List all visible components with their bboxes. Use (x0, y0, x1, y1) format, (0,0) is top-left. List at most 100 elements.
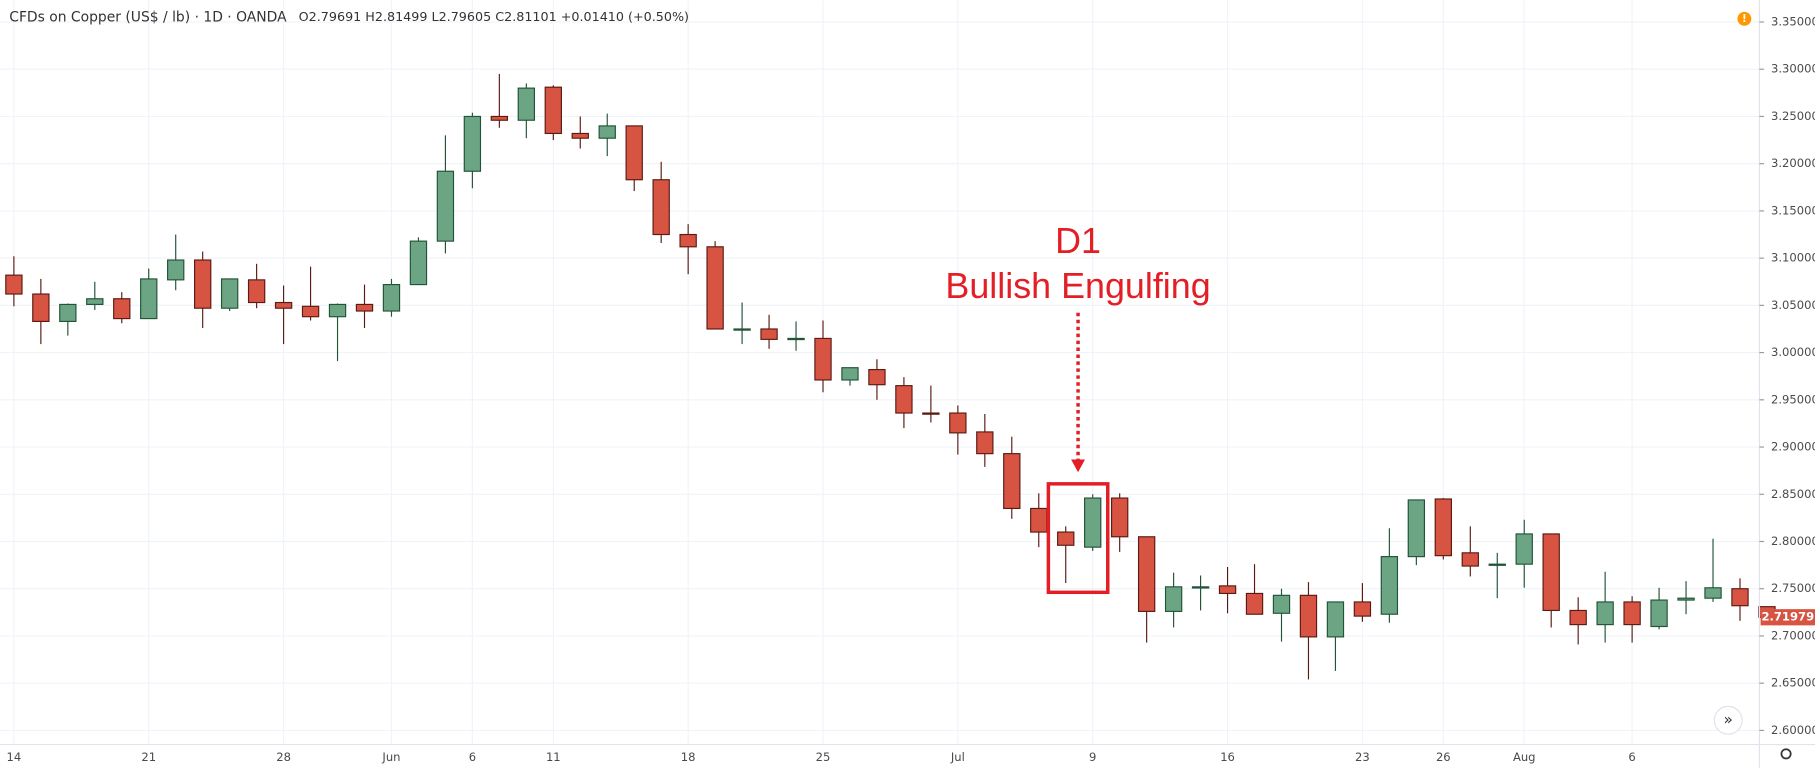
candle-body (814, 337, 832, 381)
x-tick-label: 11 (546, 750, 561, 764)
y-tick-label: 3.30000 (1771, 62, 1815, 76)
candle-body (868, 369, 886, 386)
candle-body (1084, 497, 1102, 548)
candle-body (1650, 599, 1668, 628)
candle-body (328, 303, 347, 318)
candle-body (140, 278, 158, 320)
x-tick-label: 23 (1355, 750, 1370, 764)
candle-body (490, 115, 509, 121)
candle-body (598, 125, 616, 139)
candle-body (544, 86, 562, 135)
candle-body (247, 279, 266, 304)
y-tick-label: 2.85000 (1771, 487, 1815, 501)
y-tick-label: 2.75000 (1771, 581, 1815, 595)
candle-body (1380, 556, 1399, 615)
candle-body (733, 328, 751, 331)
candle-body (1704, 587, 1722, 599)
candle-body (1623, 601, 1641, 626)
candle-body (113, 298, 131, 320)
y-tick-label: 2.60000 (1771, 723, 1815, 737)
candle-body (841, 367, 859, 381)
x-tick-label: Jun (381, 750, 400, 764)
candle-body (760, 328, 778, 340)
candle-body (949, 412, 967, 434)
y-tick-label: 2.90000 (1771, 440, 1815, 454)
x-tick-label: 6 (469, 750, 476, 764)
y-tick-label: 2.95000 (1771, 392, 1815, 406)
settings-icon[interactable] (1780, 748, 1792, 760)
grid (0, 0, 1760, 745)
candle-body (1731, 588, 1749, 607)
candle-body (1596, 601, 1614, 626)
chart-title: CFDs on Copper (US$ / lb) · 1D · OANDA (9, 10, 287, 26)
candle-body (1569, 609, 1587, 626)
candle-body (220, 278, 239, 309)
x-tick-label: 18 (681, 750, 696, 764)
alert-icon-mark: ! (1742, 13, 1747, 25)
y-tick-label: 3.35000 (1771, 15, 1815, 29)
candle-body (1407, 499, 1426, 558)
candle-body (59, 303, 77, 322)
candle-body (1461, 552, 1479, 567)
candle-body (301, 305, 320, 318)
highlight-box (1046, 482, 1110, 595)
annotation-text: Bullish Engulfing (945, 266, 1210, 306)
y-tick-label: 3.00000 (1771, 345, 1815, 359)
y-tick-label: 2.80000 (1771, 534, 1815, 548)
candle-body (679, 233, 697, 248)
candle-body (1030, 507, 1048, 533)
candle-body (625, 125, 643, 181)
candle-body (1164, 586, 1183, 612)
candle-body (1299, 594, 1318, 638)
candle-body (355, 303, 374, 312)
candle-body (1057, 531, 1075, 546)
candle-body (1245, 592, 1264, 615)
candle-body (167, 259, 185, 281)
x-tick-label: 6 (1628, 750, 1635, 764)
scroll-icon: » (1724, 711, 1733, 729)
scroll-button[interactable] (1713, 705, 1743, 735)
annotation-text: D1 (1055, 221, 1101, 261)
y-tick-label: 3.20000 (1771, 156, 1815, 170)
candle-body (652, 179, 670, 236)
candle-body (1677, 597, 1695, 601)
candle-body (86, 298, 104, 305)
last-price-label: 2.71979 (1761, 610, 1814, 624)
y-tick-label: 3.05000 (1771, 298, 1815, 312)
candle-body (32, 293, 50, 322)
candle-body (1434, 498, 1453, 557)
x-tick-label: Jul (950, 750, 965, 764)
candle-body (706, 246, 724, 330)
x-tick-label: 25 (816, 750, 831, 764)
x-tick-label: 9 (1089, 750, 1096, 764)
alert-icon[interactable] (1737, 11, 1752, 26)
y-tick-label: 3.25000 (1771, 109, 1815, 123)
candle-body (1003, 453, 1021, 510)
x-tick-label: 16 (1220, 750, 1235, 764)
y-tick-label: 3.15000 (1771, 203, 1815, 217)
y-tick-label: 2.70000 (1771, 628, 1815, 642)
candle-body (1542, 533, 1560, 612)
candle-body (1488, 563, 1506, 566)
candle-body (382, 284, 401, 312)
candle-body (976, 431, 994, 455)
candle-body (895, 385, 913, 414)
candle-body (1137, 536, 1156, 612)
candle-body (463, 115, 482, 172)
candle-body (274, 301, 293, 309)
candle-body (1353, 601, 1372, 617)
x-tick-label: 14 (7, 750, 22, 764)
candle-body (436, 170, 455, 242)
ohlc-values: O2.79691 H2.81499 L2.79605 C2.81101 +0.0… (299, 10, 689, 25)
annotation: D1 Bullish Engulfing (945, 221, 1211, 595)
candle-body (194, 259, 212, 309)
arrow-head (1071, 459, 1086, 473)
x-tick-label: Aug (1513, 750, 1536, 764)
candles (5, 73, 1776, 680)
y-tick-label: 3.10000 (1771, 251, 1815, 265)
x-tick-label: 28 (276, 750, 291, 764)
y-tick-label: 2.65000 (1771, 676, 1815, 690)
candle-body (1110, 497, 1129, 538)
candle-body (409, 240, 428, 286)
